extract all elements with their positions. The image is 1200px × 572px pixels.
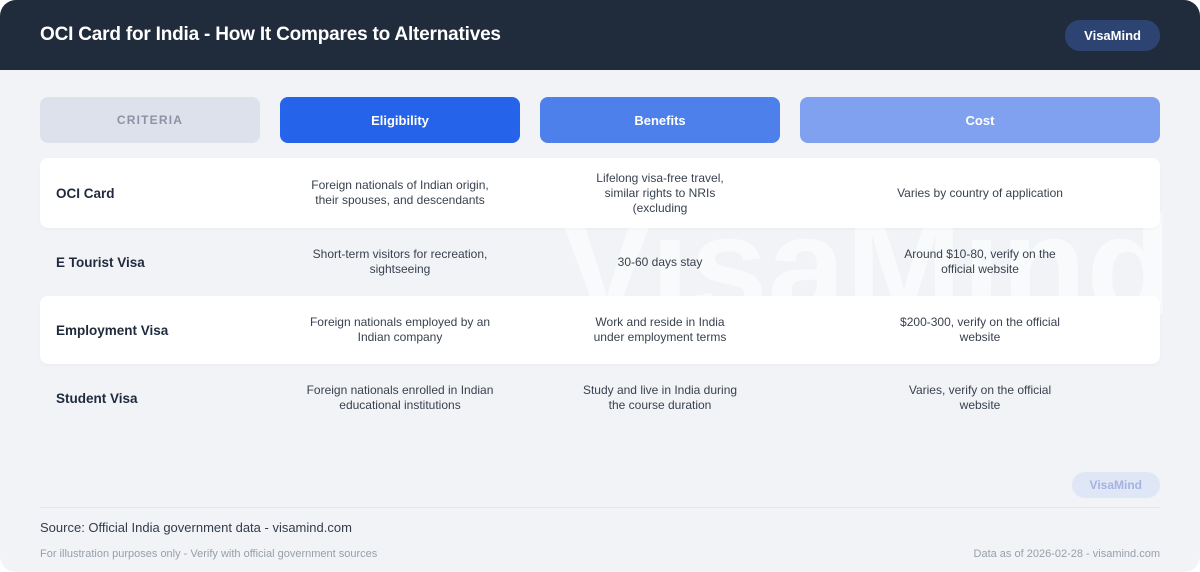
footer-brand-badge: VisaMind bbox=[1071, 472, 1160, 498]
cell-eligibility: Foreign nationals employed by an Indian … bbox=[280, 315, 520, 345]
table-row: OCI Card Foreign nationals of Indian ori… bbox=[40, 158, 1160, 228]
row-label: E Tourist Visa bbox=[56, 254, 145, 270]
source-text: Source: Official India government data -… bbox=[40, 520, 352, 535]
cell-eligibility: Foreign nationals of Indian origin, thei… bbox=[280, 178, 520, 208]
cell-benefits: Lifelong visa-free travel, similar right… bbox=[540, 171, 780, 216]
header-brand-badge: VisaMind bbox=[1065, 19, 1160, 51]
page-title: OCI Card for India - How It Compares to … bbox=[40, 24, 501, 45]
main-content: VisaMind CRITERIA Eligibility Benefits C… bbox=[0, 97, 1200, 560]
table-row: E Tourist Visa Short-term visitors for r… bbox=[40, 228, 1160, 296]
cell-text: Short-term visitors for recreation, sigh… bbox=[312, 247, 488, 276]
footnote-row: For illustration purposes only - Verify … bbox=[40, 548, 1160, 560]
table-row: Employment Visa Foreign nationals employ… bbox=[40, 296, 1160, 364]
cell-cost: Around $10-80, verify on the official we… bbox=[800, 247, 1160, 277]
cell-cost: Varies, verify on the official website bbox=[800, 383, 1160, 413]
cell-benefits: 30-60 days stay bbox=[540, 255, 780, 270]
cell-eligibility: Foreign nationals enrolled in Indian edu… bbox=[280, 383, 520, 413]
column-header-row: CRITERIA Eligibility Benefits Cost bbox=[40, 97, 1160, 143]
cell-text: Varies, verify on the official website bbox=[908, 383, 1052, 412]
cell-text: $200-300, verify on the official website bbox=[900, 315, 1060, 344]
footer-badge-row: VisaMind bbox=[40, 472, 1160, 498]
cell-text: Lifelong visa-free travel, similar right… bbox=[596, 170, 724, 215]
row-label: Student Visa bbox=[56, 390, 138, 406]
column-header-benefits[interactable]: Benefits bbox=[540, 97, 780, 143]
cell-text: Varies by country of application bbox=[897, 185, 1063, 200]
cell-text: 30-60 days stay bbox=[617, 254, 703, 269]
cell-cost: $200-300, verify on the official website bbox=[800, 315, 1160, 345]
table-row: Student Visa Foreign nationals enrolled … bbox=[40, 364, 1160, 432]
cell-text: Foreign nationals enrolled in Indian edu… bbox=[306, 383, 494, 412]
disclaimer-text: For illustration purposes only - Verify … bbox=[40, 548, 378, 560]
header-bar: OCI Card for India - How It Compares to … bbox=[0, 0, 1200, 70]
cell-text: Around $10-80, verify on the official we… bbox=[904, 247, 1056, 276]
cell-benefits: Study and live in India during the cours… bbox=[540, 383, 780, 413]
cell-text: Work and reside in India under employmen… bbox=[593, 315, 727, 344]
row-label: OCI Card bbox=[56, 185, 115, 201]
comparison-table: OCI Card Foreign nationals of Indian ori… bbox=[40, 158, 1160, 432]
column-header-cost[interactable]: Cost bbox=[800, 97, 1160, 143]
column-header-criteria[interactable]: CRITERIA bbox=[40, 97, 260, 143]
cell-text: Foreign nationals of Indian origin, thei… bbox=[311, 178, 489, 207]
cell-eligibility: Short-term visitors for recreation, sigh… bbox=[280, 247, 520, 277]
cell-benefits: Work and reside in India under employmen… bbox=[540, 315, 780, 345]
cell-text: Study and live in India during the cours… bbox=[582, 383, 738, 412]
cell-cost: Varies by country of application bbox=[800, 186, 1160, 201]
footer-divider bbox=[40, 507, 1160, 508]
data-as-of-text: Data as of 2026-02-28 - visamind.com bbox=[973, 548, 1160, 560]
row-label: Employment Visa bbox=[56, 322, 169, 338]
cell-text: Foreign nationals employed by an Indian … bbox=[309, 315, 491, 344]
column-header-eligibility[interactable]: Eligibility bbox=[280, 97, 520, 143]
